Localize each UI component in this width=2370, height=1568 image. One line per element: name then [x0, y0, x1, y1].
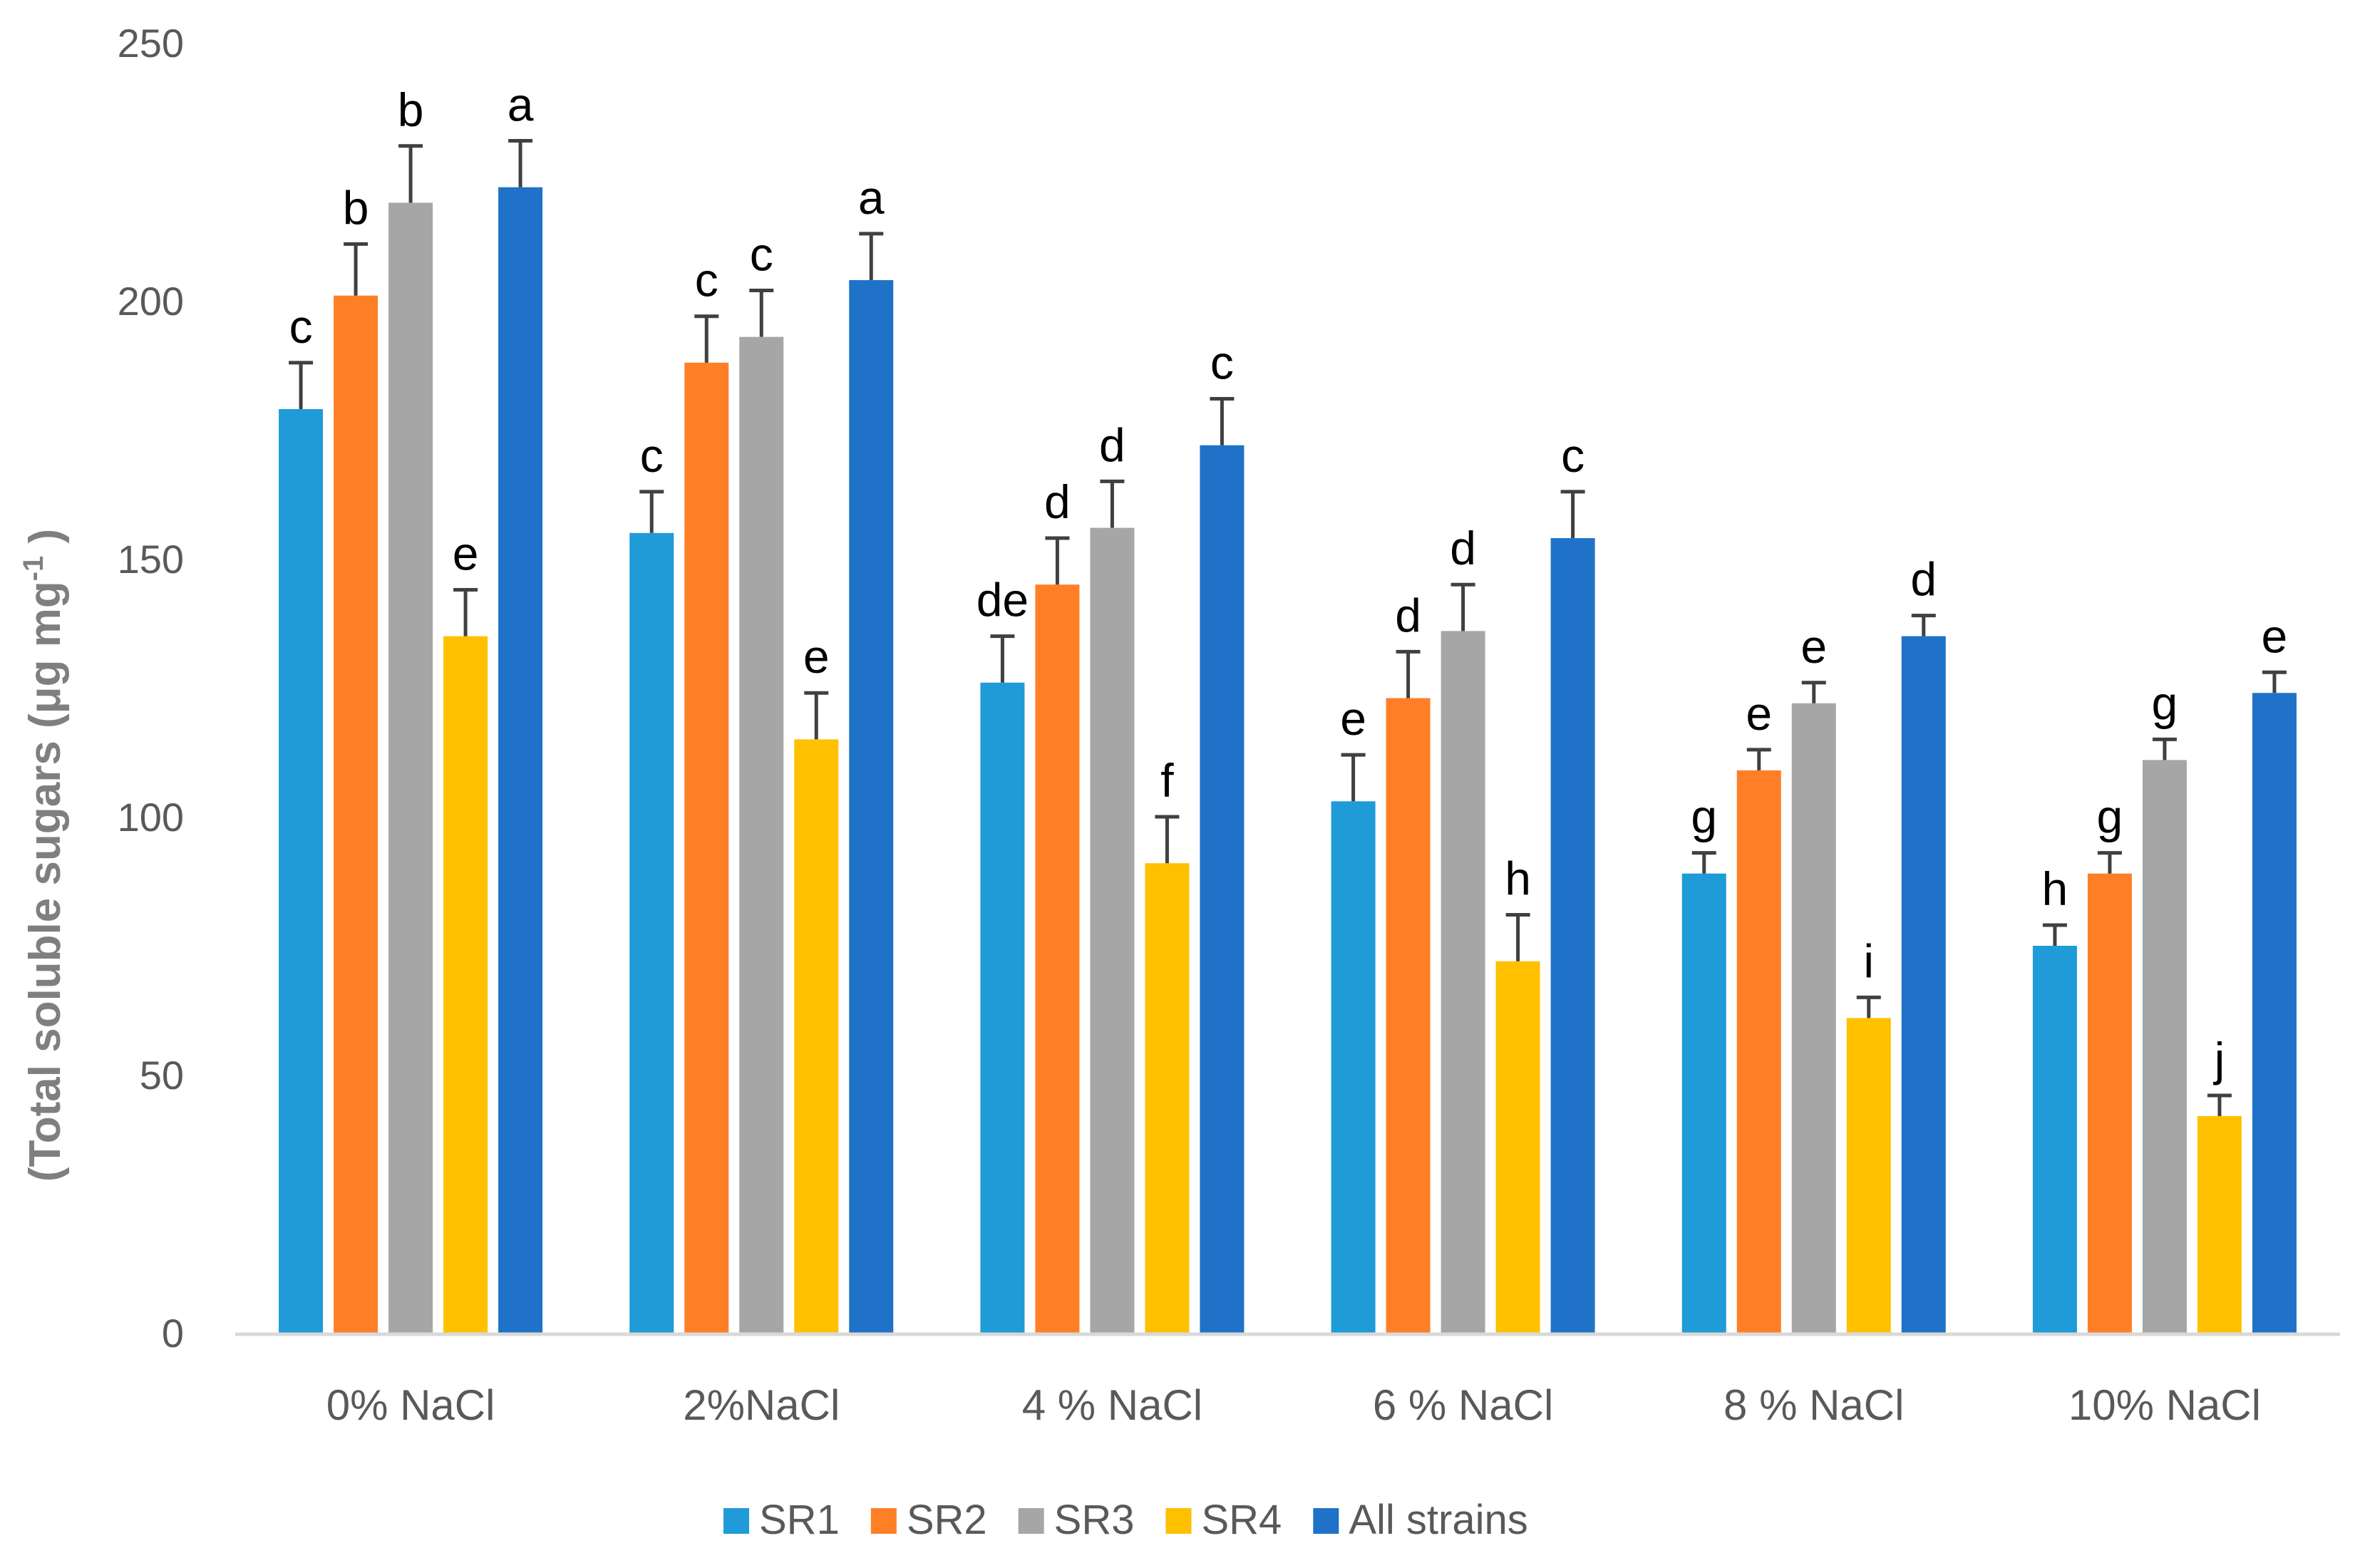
- bar-sr3: [1090, 527, 1135, 1333]
- y-axis-label-superscript: -1: [18, 556, 49, 582]
- legend-swatch: [1165, 1508, 1192, 1534]
- y-tick-label: 250: [118, 21, 184, 66]
- significance-letter: g: [1691, 790, 1717, 843]
- bar-sr1: [2032, 946, 2077, 1333]
- significance-letter: e: [803, 630, 830, 683]
- y-axis-label-main: (Total soluble sugars (μg mg: [21, 581, 70, 1182]
- bar-sr4: [2197, 1115, 2242, 1333]
- significance-letter: h: [2042, 862, 2068, 915]
- bar-sr2: [334, 295, 378, 1333]
- bar-sr4: [443, 636, 488, 1333]
- significance-letter: c: [695, 254, 718, 306]
- significance-letter: d: [1099, 418, 1125, 471]
- y-axis-ticks: 0 50 100 150 200 250: [118, 21, 184, 1356]
- bar-sr3: [2142, 760, 2187, 1333]
- bar-all-strains: [1200, 445, 1245, 1333]
- significance-letter: d: [1395, 589, 1421, 641]
- legend-label: SR2: [907, 1497, 987, 1543]
- significance-letter: c: [1561, 429, 1585, 482]
- bar-sr3: [739, 336, 784, 1334]
- bar-sr1: [1681, 873, 1726, 1333]
- legend-swatch: [1018, 1508, 1044, 1534]
- significance-letter: i: [1863, 934, 1874, 987]
- x-category-label: 8 % NaCl: [1724, 1381, 1904, 1429]
- legend-swatch: [870, 1508, 897, 1534]
- significance-letter: j: [2213, 1033, 2225, 1085]
- bar-all-strains: [2252, 693, 2297, 1333]
- bar-sr1: [629, 532, 674, 1333]
- significance-letter: e: [1340, 692, 1366, 745]
- y-tick-label: 0: [162, 1311, 184, 1356]
- significance-letter: e: [2262, 609, 2288, 662]
- legend: SR1 SR2 SR3 SR4 All strains: [723, 1497, 1528, 1543]
- significance-letter: b: [343, 181, 369, 234]
- significance-letter: f: [1160, 754, 1174, 807]
- bar-sr3: [388, 202, 433, 1334]
- x-category-label: 2%NaCl: [683, 1381, 840, 1429]
- y-axis-label: (Total soluble sugars (μg mg-1 ): [18, 529, 70, 1182]
- y-tick-label: 100: [118, 795, 184, 840]
- legend-swatch: [1313, 1508, 1339, 1534]
- significance-letter: d: [1450, 522, 1476, 574]
- legend-swatch: [723, 1508, 749, 1534]
- y-tick-label: 150: [118, 537, 184, 582]
- significance-letter: c: [1210, 336, 1234, 389]
- significance-letter: c: [289, 300, 313, 353]
- significance-letter: e: [1746, 687, 1772, 740]
- significance-letter: e: [453, 527, 479, 579]
- legend-label: All strains: [1349, 1497, 1527, 1543]
- significance-letter: de: [977, 574, 1029, 626]
- bar-sr4: [1145, 863, 1190, 1333]
- significance-letter: a: [858, 171, 885, 224]
- significance-letter: d: [1044, 475, 1071, 528]
- significance-letter: g: [2097, 790, 2123, 843]
- bar-sr2: [684, 362, 729, 1333]
- x-axis-categories: 0% NaCl 2%NaCl 4 % NaCl 6 % NaCl 8 % NaCl 10%…: [326, 1381, 2261, 1429]
- bar-sr3: [1441, 631, 1485, 1333]
- x-category-label: 4 % NaCl: [1022, 1381, 1202, 1429]
- bar-all-strains: [849, 280, 894, 1333]
- significance-letter: c: [750, 228, 773, 281]
- significance-letter: b: [398, 83, 424, 136]
- bar-all-strains: [1901, 636, 1946, 1333]
- bar-sr4: [1495, 961, 1540, 1333]
- significance-letter: g: [2152, 676, 2178, 729]
- bar-sr4: [794, 739, 839, 1333]
- legend-label: SR1: [759, 1497, 840, 1543]
- significance-letter: d: [1910, 553, 1937, 606]
- x-category-label: 10% NaCl: [2068, 1381, 2261, 1429]
- bar-sr1: [279, 409, 324, 1333]
- error-bars: [289, 139, 2287, 1116]
- bar-sr2: [1386, 698, 1431, 1333]
- legend-label: SR3: [1054, 1497, 1135, 1543]
- y-tick-label: 200: [118, 279, 184, 324]
- bars: [279, 187, 2297, 1334]
- y-axis-label-text: (Total soluble sugars (μg mg-1 ): [18, 529, 70, 1182]
- bar-sr1: [1331, 801, 1376, 1333]
- significance-letter: c: [640, 429, 664, 482]
- x-category-label: 0% NaCl: [326, 1381, 495, 1429]
- significance-letter: a: [508, 78, 534, 131]
- bar-sr3: [1791, 703, 1836, 1333]
- bar-all-strains: [1550, 538, 1595, 1333]
- bar-sr1: [980, 682, 1025, 1333]
- bar-sr2: [2087, 873, 2132, 1333]
- x-category-label: 6 % NaCl: [1373, 1381, 1553, 1429]
- significance-letter: e: [1800, 620, 1827, 673]
- y-axis-label-end: ): [21, 529, 70, 556]
- bar-sr2: [1736, 770, 1781, 1333]
- bar-sr4: [1846, 1018, 1891, 1333]
- y-tick-label: 50: [140, 1053, 184, 1098]
- significance-letter: h: [1505, 852, 1531, 905]
- bar-all-strains: [498, 187, 543, 1334]
- bar-sr2: [1035, 584, 1080, 1334]
- legend-label: SR4: [1201, 1497, 1282, 1543]
